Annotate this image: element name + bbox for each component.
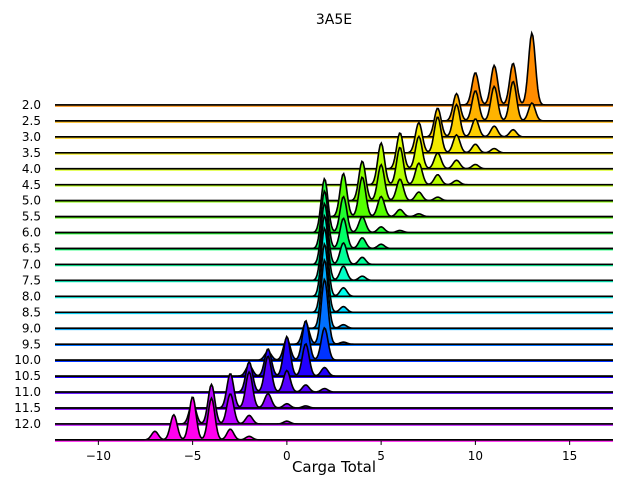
ridge-9.5 <box>55 277 613 347</box>
ridge-6.0 <box>55 176 613 235</box>
ridge-3.5 <box>55 116 613 155</box>
ridge-outline <box>55 176 613 234</box>
ridge-outline <box>55 396 613 441</box>
y-tick-label: 9.5 <box>22 337 41 351</box>
ridge-fill <box>55 173 613 217</box>
y-tick-label: 7.0 <box>22 258 41 272</box>
ridge-11.0 <box>55 355 613 394</box>
ridge-outline <box>55 189 613 250</box>
ridge-7.0 <box>55 201 613 267</box>
y-tick-label: 5.5 <box>22 210 41 224</box>
ridge-10.0 <box>55 319 613 362</box>
ridge-fill <box>55 143 613 185</box>
y-tick-label: 8.0 <box>22 289 41 303</box>
x-tick-label: 5 <box>377 449 385 463</box>
ridge-row-21 <box>55 396 613 442</box>
y-tick-label: 3.0 <box>22 130 41 144</box>
ridge-fill <box>55 191 613 249</box>
ridge-11.5 <box>55 370 613 410</box>
y-tick-label: 11.5 <box>14 401 41 415</box>
ridge-outline <box>55 382 613 425</box>
ridge-9.0 <box>55 257 613 331</box>
x-axis-label: Carga Total <box>292 458 376 476</box>
ridge-12.0 <box>55 382 613 426</box>
x-tick-label: −10 <box>86 449 111 463</box>
y-tick-label: 4.5 <box>22 178 41 192</box>
y-tick-label: 9.0 <box>22 321 41 335</box>
ridge-fill <box>55 397 613 440</box>
y-tick-label: 2.0 <box>22 98 41 112</box>
ridge-3.0 <box>55 102 613 139</box>
x-axis: −10 −5 0 5 10 15 <box>86 440 577 463</box>
y-tick-label: 8.5 <box>22 305 41 319</box>
ridge-outline <box>55 171 613 218</box>
y-tick-label: 4.0 <box>22 162 41 176</box>
ridge-5.5 <box>55 171 613 219</box>
x-tick-label: 15 <box>562 449 577 463</box>
ridge-7.5 <box>55 213 613 283</box>
ridge-8.5 <box>55 241 613 315</box>
y-tick-label: 12.0 <box>14 417 41 431</box>
ridge-4.5 <box>55 141 613 187</box>
ridge-fill <box>55 161 613 201</box>
ridge-fill <box>55 33 613 105</box>
ridge-2.5 <box>55 80 613 123</box>
x-tick-label: −5 <box>184 449 202 463</box>
ridge-fill <box>55 384 613 424</box>
ridge-2.0 <box>55 30 613 107</box>
y-tick-label: 3.5 <box>22 146 41 160</box>
x-tick-label: 0 <box>283 449 291 463</box>
ridge-6.5 <box>55 189 613 251</box>
ridge-outline <box>55 160 613 202</box>
y-tick-label: 10.5 <box>14 369 41 383</box>
y-tick-label: 5.0 <box>22 194 41 208</box>
ridge-outline <box>55 141 613 186</box>
ridge-4.0 <box>55 132 613 171</box>
ridge-10.5 <box>55 334 613 378</box>
ridge-fill <box>55 104 613 137</box>
y-tick-labels: 2.0 2.5 3.0 3.5 4.0 4.5 5.0 5.5 6.0 6.5 7.07.5 8.0 8… <box>14 98 41 431</box>
y-tick-label: 11.0 <box>14 385 41 399</box>
chart-title: 3A5E <box>316 12 352 28</box>
ridges-group <box>55 30 613 442</box>
y-tick-label: 2.5 <box>22 114 41 128</box>
y-tick-label: 6.5 <box>22 242 41 256</box>
ridge-5.0 <box>55 160 613 203</box>
y-tick-label: 7.5 <box>22 273 41 287</box>
ridge-8.0 <box>55 225 613 299</box>
ridge-fill <box>55 178 613 233</box>
y-tick-label: 6.0 <box>22 226 41 240</box>
x-tick-label: 10 <box>468 449 483 463</box>
ridge-fill <box>55 81 613 121</box>
y-tick-label: 10.0 <box>14 353 41 367</box>
